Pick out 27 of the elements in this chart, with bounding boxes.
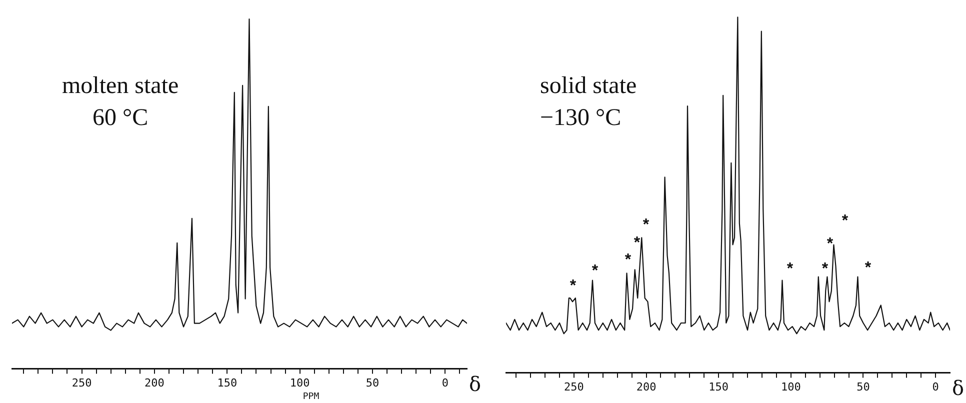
x-tick-label: 0 (442, 376, 449, 390)
text: solid state −130 °C (540, 72, 637, 133)
x-tick-label: 100 (290, 376, 310, 390)
annotation: * (624, 251, 632, 268)
annotation: * (822, 260, 829, 278)
x-tick-label: 0 (932, 380, 939, 394)
text: PPM (302, 392, 320, 402)
annotation: * (642, 216, 650, 234)
annotation: * (592, 262, 599, 280)
text: molten state 60 °C (62, 72, 179, 133)
annotation: * (864, 259, 872, 276)
x-tick-label: 200 (636, 380, 656, 394)
x-axis-title: δ (952, 376, 964, 400)
annotation: * (634, 234, 641, 252)
annotation: * (826, 235, 834, 252)
x-axis-title: δ (469, 372, 482, 396)
x-tick-label: 250 (72, 376, 92, 390)
annotation: * (842, 212, 849, 230)
x-tick-label: 100 (780, 380, 801, 394)
x-tick-label: 200 (144, 376, 164, 390)
x-tick-label: 50 (856, 380, 870, 394)
annotation: * (786, 260, 794, 278)
x-tick-label: 150 (217, 376, 238, 390)
annotation: * (570, 277, 577, 294)
x-tick-label: 150 (708, 380, 729, 394)
x-tick-label: 250 (564, 380, 584, 394)
x-tick-label: 50 (366, 376, 380, 390)
